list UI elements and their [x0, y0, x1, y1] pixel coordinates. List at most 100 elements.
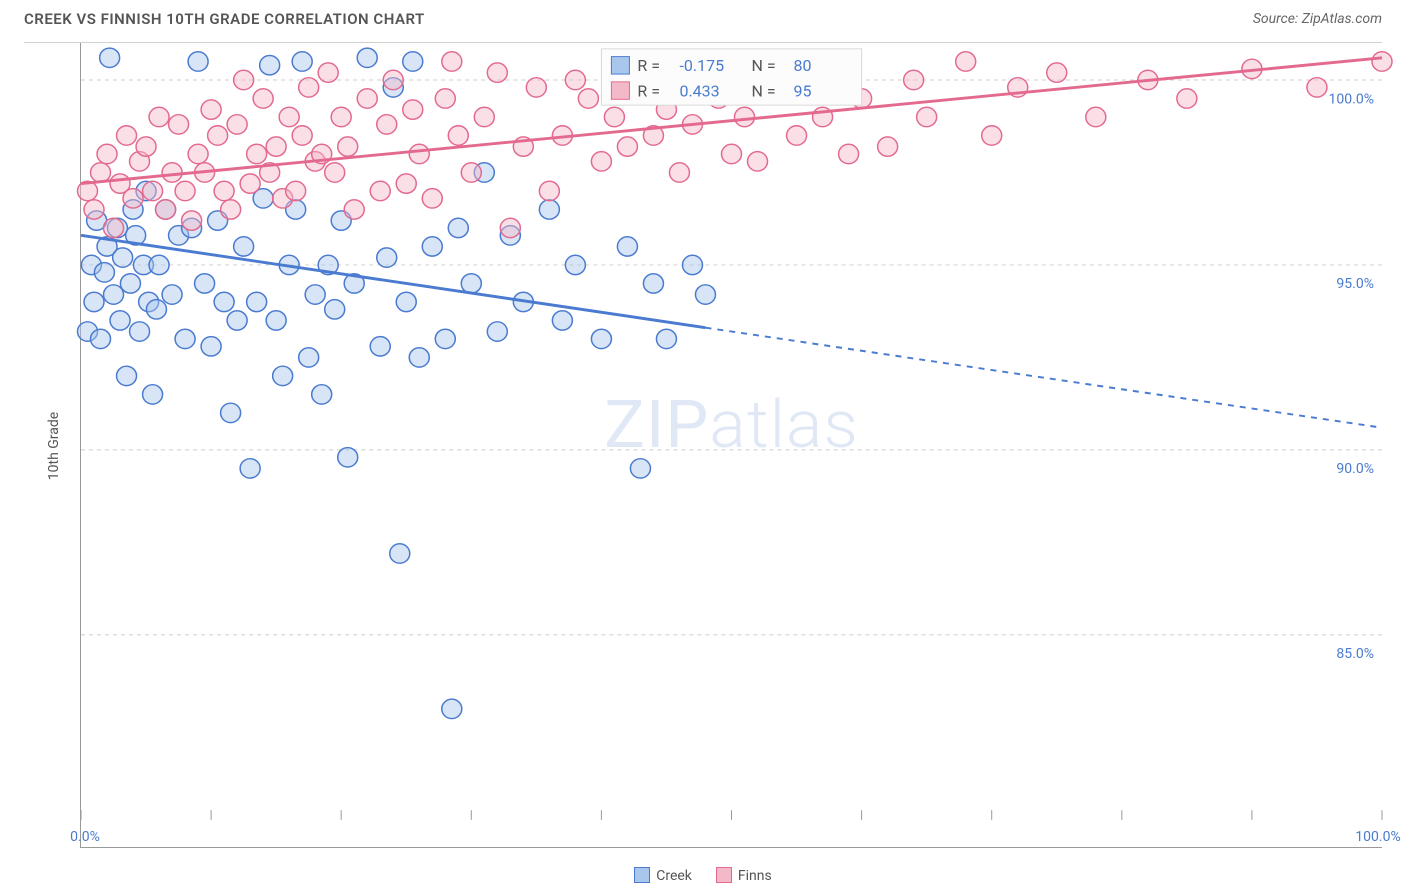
data-point: [325, 300, 345, 319]
data-point: [94, 263, 114, 282]
data-point: [143, 385, 163, 404]
legend-item: Finns: [716, 867, 772, 884]
y-tick-label: 90.0%: [1336, 461, 1374, 477]
data-point: [312, 385, 332, 404]
data-point: [487, 63, 507, 82]
data-point: [110, 311, 130, 330]
data-point: [643, 274, 663, 293]
data-point: [442, 699, 462, 718]
data-point: [669, 163, 689, 182]
data-point: [208, 126, 228, 145]
data-point: [286, 181, 306, 200]
chart-title: CREEK VS FINNISH 10TH GRADE CORRELATION …: [24, 10, 425, 28]
data-point: [247, 292, 267, 311]
data-point: [748, 152, 768, 171]
data-point: [721, 144, 741, 163]
data-point: [917, 107, 937, 126]
data-point: [325, 163, 345, 182]
legend-n-value: 95: [794, 82, 812, 101]
data-point: [377, 248, 397, 267]
data-point: [591, 329, 611, 348]
data-point: [273, 366, 293, 385]
data-point: [318, 63, 338, 82]
data-point: [175, 181, 195, 200]
data-point: [234, 237, 254, 256]
data-point: [656, 329, 676, 348]
legend-r-value: 0.433: [679, 82, 719, 101]
data-point: [221, 403, 241, 422]
data-point: [240, 174, 260, 193]
data-point: [169, 115, 189, 134]
data-point: [162, 163, 182, 182]
data-point: [221, 200, 241, 219]
data-point: [247, 144, 267, 163]
chart-container: 10th Grade 85.0%90.0%95.0%100.0%ZIPatlas…: [24, 42, 1382, 848]
data-point: [357, 48, 377, 67]
legend-swatch: [634, 867, 650, 883]
data-point: [240, 459, 260, 478]
y-tick-label: 100.0%: [1329, 91, 1374, 107]
legend-label: Finns: [738, 868, 772, 884]
data-point: [448, 218, 468, 237]
legend-r-label: R =: [637, 82, 660, 101]
source-attribution: Source: ZipAtlas.com: [1253, 11, 1382, 27]
data-point: [396, 292, 416, 311]
data-point: [136, 137, 156, 156]
data-point: [91, 329, 111, 348]
data-point: [357, 89, 377, 108]
data-point: [435, 329, 455, 348]
data-point: [1086, 107, 1106, 126]
data-point: [448, 126, 468, 145]
data-point: [266, 137, 286, 156]
data-point: [113, 248, 133, 267]
data-point: [299, 78, 319, 97]
data-point: [403, 100, 423, 119]
bottom-legend: CreekFinns: [0, 867, 1406, 884]
legend-r-label: R =: [637, 56, 660, 75]
data-point: [500, 218, 520, 237]
data-point: [565, 70, 585, 89]
data-point: [1047, 63, 1067, 82]
data-point: [617, 137, 637, 156]
data-point: [370, 337, 390, 356]
data-point: [201, 337, 221, 356]
data-point: [120, 274, 140, 293]
data-point: [156, 200, 176, 219]
data-point: [84, 292, 104, 311]
data-point: [839, 144, 859, 163]
data-point: [299, 348, 319, 367]
data-point: [370, 181, 390, 200]
data-point: [188, 52, 208, 71]
data-point: [344, 200, 364, 219]
data-point: [266, 311, 286, 330]
watermark: ZIPatlas: [604, 387, 859, 464]
data-point: [565, 255, 585, 274]
data-point: [331, 107, 351, 126]
legend-n-label: N =: [752, 56, 776, 75]
y-tick-label: 85.0%: [1336, 646, 1374, 662]
data-point: [91, 163, 111, 182]
data-point: [578, 89, 598, 108]
data-point: [442, 52, 462, 71]
data-point: [409, 348, 429, 367]
data-point: [162, 285, 182, 304]
data-point: [292, 52, 312, 71]
data-point: [84, 200, 104, 219]
data-point: [201, 100, 221, 119]
data-point: [227, 311, 247, 330]
legend-n-value: 80: [794, 56, 812, 75]
data-point: [403, 52, 423, 71]
legend-swatch: [716, 867, 732, 883]
x-tick-label: 0.0%: [70, 829, 100, 845]
data-point: [435, 89, 455, 108]
data-point: [1372, 52, 1392, 71]
data-point: [396, 174, 416, 193]
data-point: [104, 218, 124, 237]
trend-line: [81, 235, 705, 327]
data-point: [682, 255, 702, 274]
legend-r-value: -0.175: [679, 56, 724, 75]
data-point: [338, 137, 358, 156]
data-point: [461, 274, 481, 293]
data-point: [390, 544, 410, 563]
data-point: [279, 107, 299, 126]
